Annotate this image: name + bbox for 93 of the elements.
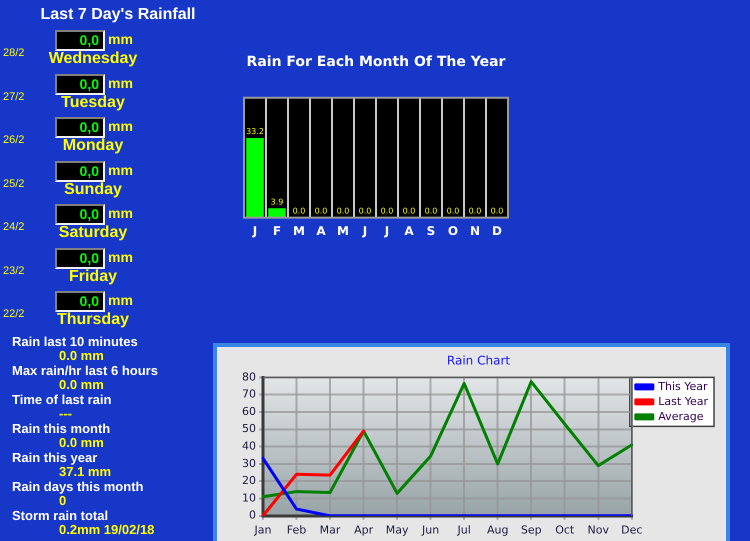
data-label: 0.0 [402,206,416,216]
x-tick-label: Feb [286,523,306,536]
x-tick-label: J [252,224,258,238]
x-tick-label: A [316,224,326,238]
y-tick-label: 10 [242,491,256,504]
text: mm [108,292,133,308]
data-label: 33.2 [246,127,264,136]
y-tick-label: 20 [242,474,256,488]
data-label: 0.0 [468,206,482,216]
text: mm [108,248,133,264]
x-tick-label: D [492,224,502,238]
x-tick-label: Mar [320,523,341,536]
x-tick-label: M [337,224,349,238]
x-tick-label: Jan [254,523,272,536]
text: Wednesday [48,50,138,67]
text: Sunday [64,180,122,198]
data-label: 0.0 [446,206,460,216]
text: 0 [59,493,66,508]
text: Max rain/hr last 6 hours [12,363,158,378]
legend-label: Last Year [658,394,708,408]
x-tick-label: May [386,523,409,536]
x-tick-label: Oct [555,523,575,536]
display-field: 0,0 [55,291,105,312]
x-tick-label: Jul [456,523,471,536]
text: 0.0 mm [59,435,104,450]
text: Saturday [58,224,128,241]
text: 0.0 mm [59,377,104,392]
display-field: 0,0 [55,160,105,182]
chart-title: Rain For Each Month Of The Year [246,54,506,70]
y-tick-label: 60 [242,404,256,418]
x-tick-label: Jun [421,523,440,536]
text: Storm rain total [12,508,108,523]
data-label: 0.0 [380,206,394,216]
legend-label: This Year [657,380,708,393]
text: 22/2 [3,308,24,320]
x-tick-label: Nov [588,523,610,536]
text: 37.1 mm [59,464,112,479]
y-tick-label: 70 [242,388,256,401]
x-tick-label: F [272,224,282,238]
display-field: 0,0 [55,117,105,138]
text: Rain this month [12,421,110,436]
data-label: 0.0 [490,206,504,216]
display-field: 0,0 [55,30,105,51]
text: Rain days this month [12,479,144,494]
x-tick-label: A [404,224,414,238]
text: Tuesday [61,94,125,110]
text: 23/2 [3,264,24,276]
text: 0.2mm 19/02/18 [59,522,154,537]
data-label: 0.0 [336,206,350,216]
text: Rain last 10 minutes [12,334,138,349]
text: --- [59,406,72,421]
x-tick-label: Aug [486,523,508,536]
data-label: 0.0 [424,206,438,216]
x-tick-label: J [362,224,368,238]
text: Time of last rain [12,392,112,407]
text: Thursday [56,311,129,328]
x-tick-label: M [293,224,305,238]
text: Monday [62,137,124,154]
text: 0.0 mm [59,348,104,363]
x-tick-label: O [448,224,458,238]
x-tick-label: Apr [354,523,374,536]
chart-title: Rain Chart [446,353,510,368]
text: mm [108,205,133,221]
legend-label: Average [658,410,704,423]
x-tick-label: Sep [520,523,542,536]
data-label: 3.9 [270,197,284,206]
text: 26/2 [3,134,24,146]
text: Rain this year [12,450,98,465]
display-field: 0,0 [55,248,105,268]
x-tick-label: Dec [621,523,642,536]
text: Last 7 Day's Rainfall [40,6,196,24]
y-tick-label: 0 [248,508,256,522]
data-label: 0.0 [358,206,372,216]
display-field: 0,0 [55,74,105,94]
text: 24/2 [3,221,24,233]
y-tick-label: 40 [242,439,256,452]
x-tick-label: S [426,224,436,238]
text: mm [108,118,133,134]
y-tick-label: 30 [242,456,256,470]
text: 27/2 [3,90,24,102]
x-tick-label: J [384,224,390,238]
text: 28/2 [3,47,24,59]
data-label: 0.0 [292,206,306,216]
text: mm [108,31,133,47]
x-tick-label: N [470,224,480,238]
text: Friday [68,268,117,284]
text: mm [108,74,133,90]
display-field: 0,0 [55,204,105,225]
y-tick-label: 80 [242,370,256,384]
data-label: 0.0 [314,206,328,216]
text: mm [108,162,133,178]
y-tick-label: 50 [242,422,256,436]
text: 25/2 [3,178,24,190]
